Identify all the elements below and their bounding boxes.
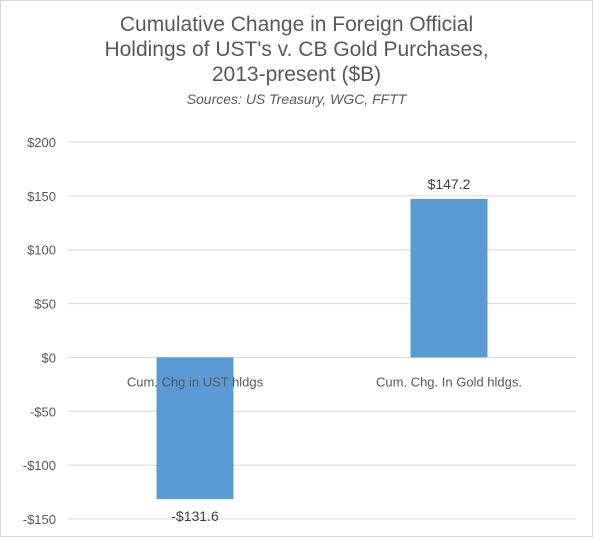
- bar: [410, 198, 488, 358]
- y-tick-label: -$50: [30, 404, 56, 419]
- y-tick-label: -$150: [23, 512, 56, 527]
- y-tick-label: $100: [27, 243, 56, 258]
- y-tick-label: $200: [27, 135, 56, 150]
- category-label: Cum. Chg in UST hldgs: [127, 374, 264, 389]
- chart-title: Cumulative Change in Foreign Official Ho…: [0, 12, 593, 87]
- title-line-3: 2013-present ($B): [211, 63, 382, 86]
- title-line-2: Holdings of UST's v. CB Gold Purchases,: [104, 38, 489, 61]
- y-tick-label: $50: [34, 297, 56, 312]
- data-label: -$131.6: [171, 508, 219, 524]
- bar: [156, 357, 234, 500]
- data-label: $147.2: [428, 176, 471, 192]
- chart-subtitle: Sources: US Treasury, WGC, FFTT: [186, 91, 407, 107]
- y-tick-label: $0: [42, 350, 56, 365]
- y-tick-label: -$100: [23, 458, 56, 473]
- title-line-1: Cumulative Change in Foreign Official: [119, 13, 474, 36]
- category-label: Cum. Chg. In Gold hldgs.: [376, 374, 522, 389]
- y-tick-label: $150: [27, 189, 56, 204]
